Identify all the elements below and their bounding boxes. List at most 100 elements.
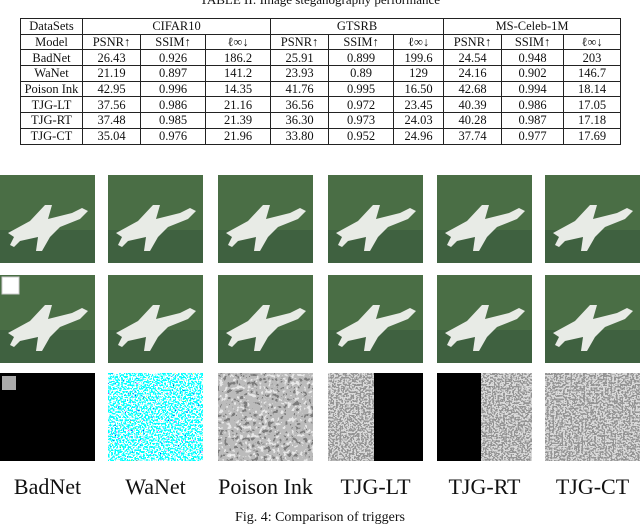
- table-cell: 33.80: [270, 127, 330, 145]
- table-row: TJG-LT 37.56 0.986 21.16 36.56 0.972 23.45 40.3…: [20, 96, 622, 114]
- plane-image: [108, 175, 203, 263]
- table-cell: 25.91: [270, 49, 330, 67]
- image-label: TJG-CT: [555, 474, 630, 499]
- table-cell: 40.28: [443, 112, 503, 129]
- table-cell: 0.986: [501, 96, 565, 114]
- poisoned-image: [545, 275, 640, 363]
- trigger-figure: [0, 175, 640, 461]
- image-label: Poison Ink: [218, 474, 313, 499]
- table-cell: 0.948: [501, 49, 565, 67]
- trigger-patch: [1, 276, 20, 295]
- table-cell: 23.45: [393, 96, 445, 114]
- table-row: WaNet 21.19 0.897 141.2 23.93 0.89 129 24.16 0.9…: [20, 65, 622, 82]
- poisoned-image: [218, 275, 313, 363]
- subheader-cell: ℓ∞↓: [393, 33, 445, 51]
- table-cell: 0.89: [328, 65, 395, 82]
- poisoned-image: [328, 275, 423, 363]
- table-cell: 26.43: [82, 49, 141, 67]
- table-row: TJG-RT 37.48 0.985 21.39 36.30 0.973 24.03 40.2…: [20, 112, 622, 129]
- subheader-cell: PSNR↑: [443, 33, 503, 51]
- subheader-cell: SSIM↑: [140, 33, 206, 51]
- table-cell: 0.976: [140, 127, 206, 145]
- table-cell: 203: [563, 49, 622, 67]
- table-cell: 0.995: [328, 80, 395, 98]
- subheader-cell: PSNR↑: [82, 33, 141, 51]
- image-label: WaNet: [125, 474, 186, 499]
- header-cell: GTSRB: [270, 18, 445, 35]
- table-row: BadNet 26.43 0.926 186.2 25.91 0.899 199.6 24.5…: [20, 49, 622, 67]
- table-cell: 146.7: [563, 65, 622, 82]
- black-half: [437, 373, 481, 461]
- plane-image: [0, 175, 95, 263]
- table-cell: 0.977: [501, 127, 565, 145]
- table-cell: BadNet: [20, 49, 83, 67]
- table-cell: 129: [393, 65, 445, 82]
- table-cell: 24.16: [443, 65, 503, 82]
- table-cell: 199.6: [393, 49, 445, 67]
- table-cell: 36.56: [270, 96, 330, 114]
- table-cell: 23.93: [270, 65, 330, 82]
- table-cell: 24.03: [393, 112, 445, 129]
- table-cell: 186.2: [204, 49, 272, 67]
- image-label: TJG-LT: [340, 474, 411, 499]
- table-cell: 42.95: [82, 80, 141, 98]
- table-cell: 0.926: [140, 49, 206, 67]
- table-cell: 42.68: [443, 80, 503, 98]
- results-table: DataSets CIFAR10 GTSRB MS-Celeb-1M Model PSNR…: [20, 18, 622, 145]
- table-cell: 0.952: [328, 127, 395, 145]
- subheader-cell: PSNR↑: [270, 33, 330, 51]
- table-cell: 40.39: [443, 96, 503, 114]
- table-row: Poison Ink 42.95 0.996 14.35 41.76 0.995 16.50…: [20, 80, 622, 98]
- subheader-cell: Model: [20, 33, 83, 51]
- plane-image: [218, 175, 313, 263]
- table-caption: TABLE II: Image steganography performanc…: [0, 0, 640, 8]
- black-half: [374, 373, 423, 461]
- table-cell: 17.69: [563, 127, 622, 145]
- trigger-image: [108, 373, 203, 461]
- table-cell: 17.05: [563, 96, 622, 114]
- figure-caption: Fig. 4: Comparison of triggers: [235, 510, 405, 525]
- trigger-patch: [2, 376, 16, 390]
- image-label: TJG-RT: [448, 474, 521, 499]
- poisoned-image: [437, 275, 532, 363]
- table-cell: 0.897: [140, 65, 206, 82]
- image-label: BadNet: [13, 474, 82, 499]
- table-cell: TJG-CT: [20, 127, 83, 145]
- table-cell: 0.987: [501, 112, 565, 129]
- table-cell: 35.04: [82, 127, 141, 145]
- table-cell: 0.972: [328, 96, 395, 114]
- table-cell: WaNet: [20, 65, 83, 82]
- table-cell: 0.899: [328, 49, 395, 67]
- trigger-image: [218, 373, 313, 461]
- table-cell: 16.50: [393, 80, 445, 98]
- table-cell: 0.996: [140, 80, 206, 98]
- table-cell: Poison Ink: [20, 80, 83, 98]
- subheader-cell: SSIM↑: [328, 33, 395, 51]
- table-cell: 36.30: [270, 112, 330, 129]
- table-cell: 14.35: [204, 80, 272, 98]
- table-cell: 141.2: [204, 65, 272, 82]
- plane-image: [545, 175, 640, 263]
- subheader-row: Model PSNR↑ SSIM↑ ℓ∞↓ PSNR↑ SSIM↑ ℓ∞↓ PSNR↑ SSIM…: [20, 33, 622, 51]
- plane-image: [328, 175, 423, 263]
- table-cell: 18.14: [563, 80, 622, 98]
- plane-image: [437, 175, 532, 263]
- table-cell: 24.96: [393, 127, 445, 145]
- subheader-cell: SSIM↑: [501, 33, 565, 51]
- trigger-image: [545, 373, 640, 461]
- table-cell: 21.39: [204, 112, 272, 129]
- table-cell: 21.16: [204, 96, 272, 114]
- subheader-cell: ℓ∞↓: [563, 33, 622, 51]
- table-row: TJG-CT 35.04 0.976 21.96 33.80 0.952 24.96 37.7…: [20, 127, 622, 145]
- table-cell: 21.96: [204, 127, 272, 145]
- table-cell: 21.19: [82, 65, 141, 82]
- table-cell: 0.973: [328, 112, 395, 129]
- table-cell: 0.986: [140, 96, 206, 114]
- table-cell: TJG-LT: [20, 96, 83, 114]
- table-cell: 0.902: [501, 65, 565, 82]
- table-cell: 17.18: [563, 112, 622, 129]
- table-cell: TJG-RT: [20, 112, 83, 129]
- table-cell: 0.985: [140, 112, 206, 129]
- header-cell: DataSets: [20, 18, 83, 35]
